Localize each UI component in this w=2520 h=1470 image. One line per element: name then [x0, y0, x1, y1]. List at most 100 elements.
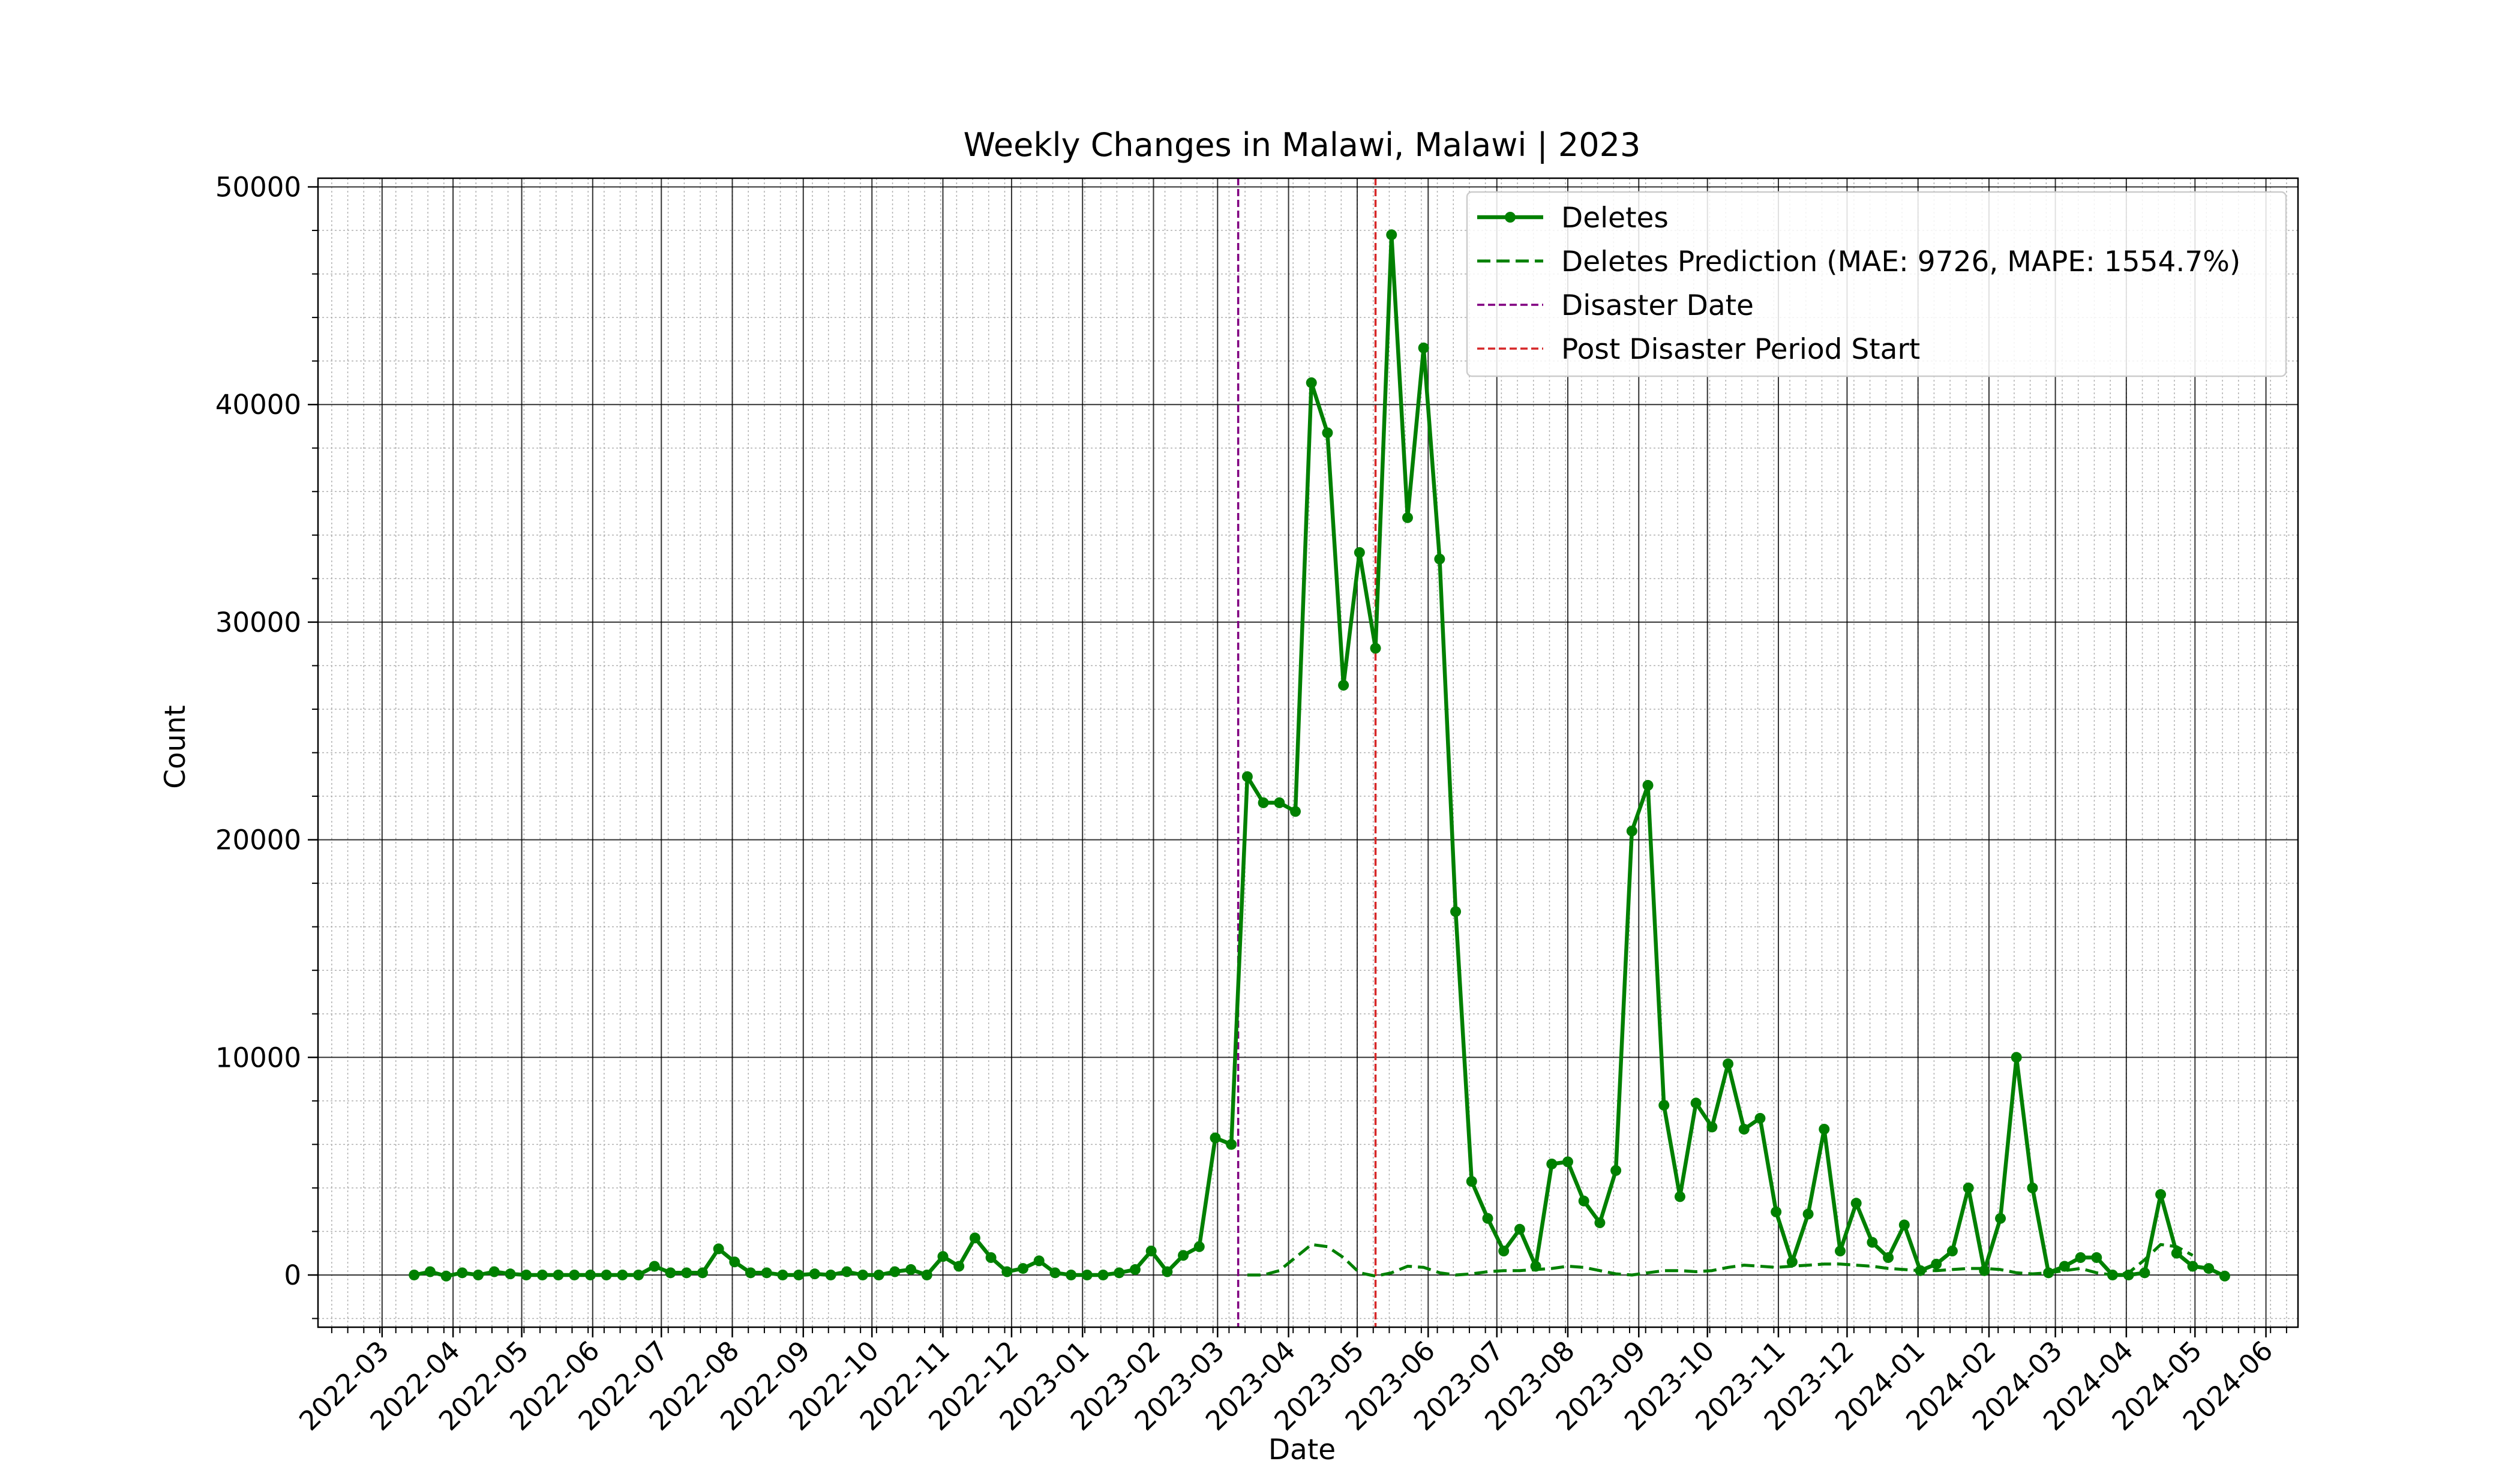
data-point: [1145, 1246, 1157, 1257]
data-point: [1129, 1264, 1141, 1275]
data-point: [1001, 1266, 1013, 1277]
data-point: [1210, 1132, 1221, 1144]
data-point: [745, 1267, 757, 1279]
event-lines: [1237, 178, 1377, 1327]
data-point: [473, 1269, 484, 1280]
data-point: [729, 1256, 740, 1268]
data-point: [1066, 1269, 1077, 1280]
data-point: [1963, 1182, 1974, 1193]
data-point: [857, 1269, 868, 1280]
data-point: [1723, 1058, 1734, 1070]
data-point: [457, 1267, 468, 1279]
y-tick-label: 20000: [215, 824, 301, 856]
data-point: [1995, 1213, 2006, 1224]
data-point: [488, 1266, 500, 1277]
data-point: [1754, 1112, 1766, 1124]
data-point: [665, 1267, 676, 1279]
legend-label: Deletes Prediction (MAE: 9726, MAPE: 155…: [1561, 245, 2240, 278]
data-point: [761, 1267, 772, 1279]
legend: Deletes Deletes Prediction (MAE: 9726, MA…: [1466, 191, 2287, 377]
data-point: [1658, 1100, 1670, 1111]
data-point: [649, 1261, 660, 1272]
legend-label: Disaster Date: [1561, 289, 1754, 322]
data-point: [1610, 1165, 1622, 1176]
data-point: [1482, 1213, 1493, 1224]
data-point: [2091, 1252, 2102, 1263]
data-point: [584, 1269, 596, 1280]
y-tick-label: 50000: [215, 172, 301, 203]
data-point: [2027, 1182, 2038, 1193]
data-point: [1450, 906, 1462, 917]
data-point: [1578, 1195, 1589, 1207]
data-point: [1290, 806, 1301, 817]
data-point: [793, 1269, 805, 1280]
data-point: [777, 1269, 788, 1280]
data-point: [601, 1269, 612, 1280]
data-point: [553, 1269, 564, 1280]
data-point: [569, 1269, 580, 1280]
data-point: [905, 1264, 917, 1275]
data-point: [505, 1268, 516, 1280]
data-point: [1018, 1263, 1029, 1274]
y-tick-label: 0: [284, 1259, 301, 1291]
data-point: [1883, 1252, 1894, 1263]
data-point: [2155, 1189, 2167, 1200]
data-point: [1033, 1255, 1045, 1267]
data-point: [2011, 1052, 2022, 1063]
data-point: [809, 1268, 820, 1280]
chart-title: Weekly Changes in Malawi, Malawi | 2023: [964, 126, 1641, 164]
data-point: [1241, 771, 1253, 782]
data-point: [681, 1267, 692, 1279]
data-point: [440, 1270, 452, 1282]
data-point: [1354, 547, 1365, 558]
data-point: [1370, 643, 1381, 654]
data-point: [1049, 1267, 1061, 1279]
data-point: [1850, 1198, 1862, 1209]
data-point: [1867, 1237, 1878, 1248]
data-point: [1898, 1219, 1910, 1231]
data-point: [1834, 1246, 1846, 1257]
data-point: [1322, 427, 1333, 439]
data-point: [2187, 1261, 2198, 1272]
prediction-line: [1247, 1243, 2194, 1278]
data-point: [1306, 377, 1317, 388]
data-point: [1226, 1139, 1237, 1150]
data-point: [825, 1269, 836, 1280]
data-point: [1946, 1246, 1958, 1257]
data-point: [1786, 1256, 1798, 1268]
data-point: [1178, 1250, 1189, 1261]
data-point: [1402, 512, 1413, 523]
data-point: [2075, 1252, 2086, 1263]
data-point: [1081, 1269, 1093, 1280]
legend-label: Deletes: [1561, 202, 1669, 235]
data-point: [713, 1243, 724, 1255]
data-point: [409, 1269, 420, 1280]
data-point: [1738, 1123, 1750, 1135]
y-axis-label: Count: [159, 705, 192, 789]
data-point: [1498, 1246, 1510, 1257]
data-point: [1434, 553, 1445, 565]
data-point: [2139, 1267, 2150, 1279]
data-point: [1386, 229, 1397, 241]
data-point: [633, 1269, 644, 1280]
series: [409, 229, 2230, 1282]
data-point: [1193, 1241, 1205, 1252]
data-point: [1931, 1258, 1942, 1270]
legend-marker: [1505, 212, 1516, 223]
data-point: [1690, 1097, 1702, 1109]
data-point: [1546, 1158, 1558, 1169]
data-point: [841, 1266, 853, 1277]
data-point: [536, 1269, 548, 1280]
grid: [318, 178, 2298, 1327]
data-point: [889, 1266, 901, 1277]
data-point: [617, 1269, 628, 1280]
data-point: [921, 1269, 932, 1280]
data-point: [1274, 797, 1285, 808]
data-point: [1258, 797, 1269, 808]
y-tick-label: 30000: [215, 607, 301, 638]
data-point: [1162, 1266, 1173, 1277]
data-point: [1562, 1156, 1574, 1168]
legend-label: Post Disaster Period Start: [1561, 333, 1920, 366]
data-point: [2219, 1270, 2230, 1282]
